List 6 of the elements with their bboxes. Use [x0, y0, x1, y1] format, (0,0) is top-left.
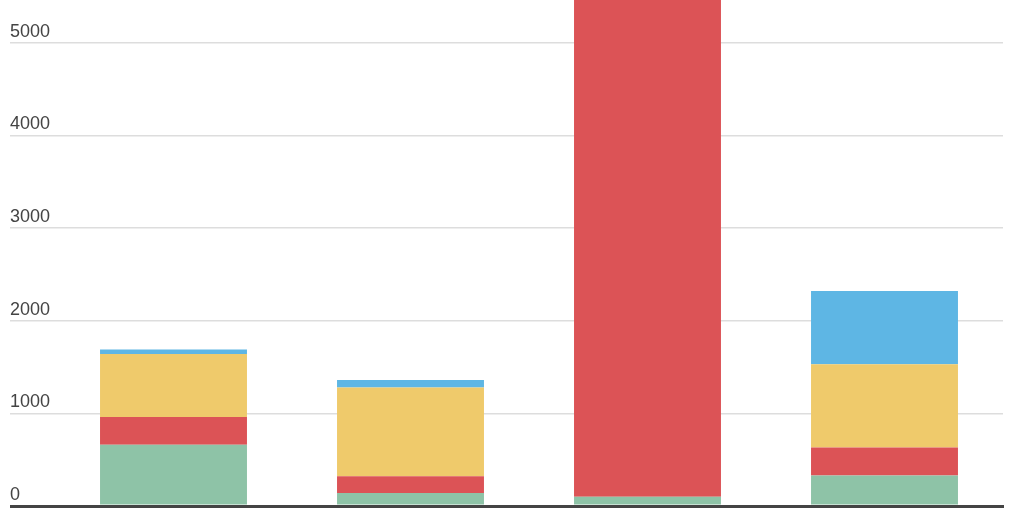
- y-tick-label: 4000: [10, 113, 51, 134]
- y-tick-label: 3000: [10, 205, 51, 226]
- y-tick-label: 2000: [10, 298, 51, 319]
- y-tick-label: 5000: [10, 20, 51, 41]
- y-tick-label: 0: [10, 483, 21, 504]
- y-tick-label: 1000: [10, 391, 51, 412]
